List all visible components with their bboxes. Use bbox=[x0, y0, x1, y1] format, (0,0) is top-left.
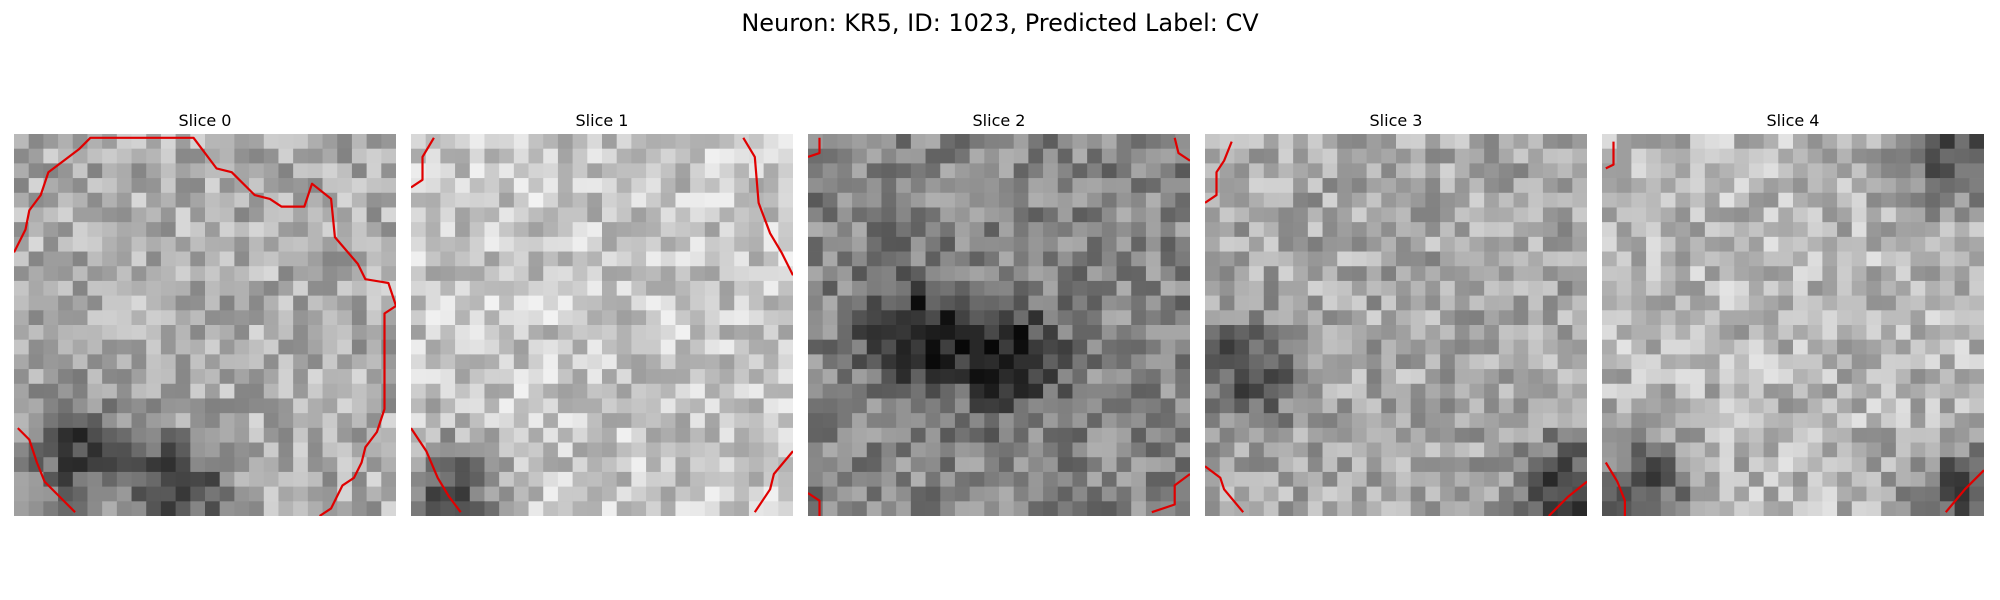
pixel-grid bbox=[14, 134, 396, 516]
slice-image-0 bbox=[14, 134, 396, 516]
contour-line-1 bbox=[1205, 465, 1245, 513]
slice-image-1 bbox=[411, 134, 793, 516]
contour-line-2 bbox=[808, 492, 821, 516]
contour-line-0 bbox=[411, 137, 435, 189]
slice-title-0: Slice 0 bbox=[178, 111, 232, 130]
slice-image-4 bbox=[1602, 134, 1984, 516]
contour-line-1 bbox=[1173, 137, 1190, 162]
contour-line-2 bbox=[411, 427, 462, 513]
contour-line-1 bbox=[17, 427, 76, 513]
slice-title-4: Slice 4 bbox=[1766, 111, 1820, 130]
slice-panel-1: Slice 1 bbox=[411, 110, 793, 516]
pixel-grid bbox=[411, 134, 793, 516]
contour-line-3 bbox=[1151, 473, 1190, 514]
slice-title-3: Slice 3 bbox=[1369, 111, 1423, 130]
slice-panel-2: Slice 2 bbox=[808, 110, 1190, 516]
slice-panel-3: Slice 3 bbox=[1205, 110, 1587, 516]
contour-line-0 bbox=[808, 137, 821, 158]
contour-line-2 bbox=[1548, 480, 1587, 516]
pixel-grid bbox=[1602, 134, 1984, 516]
contour-line-0 bbox=[1605, 141, 1615, 170]
slice-title-1: Slice 1 bbox=[575, 111, 629, 130]
slice-panel-0: Slice 0 bbox=[14, 110, 396, 516]
contour-line-0 bbox=[1205, 141, 1233, 204]
slice-image-3 bbox=[1205, 134, 1587, 516]
figure-title: Neuron: KR5, ID: 1023, Predicted Label: … bbox=[741, 9, 1259, 37]
contour-line-2 bbox=[1944, 469, 1984, 513]
pixel-grid bbox=[1205, 134, 1587, 516]
contour-line-3 bbox=[753, 450, 793, 513]
contour-line-1 bbox=[742, 137, 793, 276]
contour-line-1 bbox=[1604, 461, 1626, 516]
slice-image-2 bbox=[808, 134, 1190, 516]
pixel-grid bbox=[808, 134, 1190, 516]
slice-panel-4: Slice 4 bbox=[1602, 110, 1984, 516]
contour-line-0 bbox=[14, 136, 396, 516]
slice-title-2: Slice 2 bbox=[972, 111, 1026, 130]
